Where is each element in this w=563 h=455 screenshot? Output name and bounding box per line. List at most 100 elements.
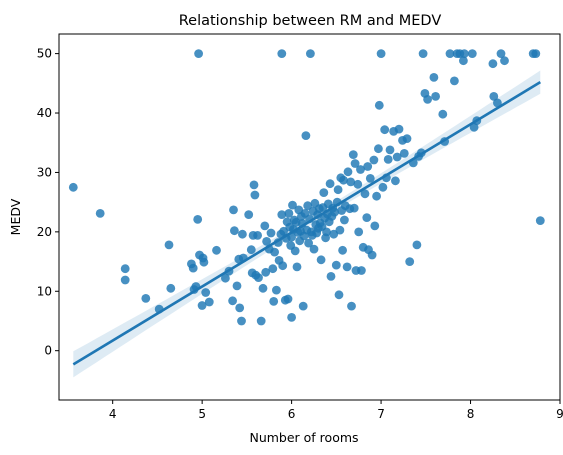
data-point [309,244,319,254]
x-tick-label: 9 [556,407,563,421]
data-point [353,179,363,189]
data-point [230,226,239,236]
data-point [141,294,151,303]
data-point [500,56,509,66]
x-axis: 4 5 6 7 8 9 [109,400,563,421]
x-tick-label: 6 [288,407,296,421]
data-point [347,301,356,311]
data-point [249,180,259,190]
data-point [325,179,335,189]
data-point [378,182,388,192]
data-point [95,209,105,218]
x-axis-label: Number of rooms [249,430,358,445]
y-axis: 0 10 20 30 40 50 [37,47,59,358]
y-axis-label: MEDV [8,198,23,235]
data-point [319,188,329,198]
data-point [326,272,336,281]
data-point [278,261,288,271]
data-point [343,167,353,177]
data-point [288,200,297,210]
data-point [531,49,541,58]
y-tick-label: 50 [37,47,52,61]
data-point [279,226,288,236]
data-point [350,159,360,168]
data-point [304,238,313,248]
data-point [250,190,260,200]
data-point [374,144,383,154]
data-point [335,225,345,235]
data-point [232,281,242,291]
data-point [380,125,390,135]
data-point [221,273,230,283]
data-point [270,247,279,257]
data-point [229,205,238,215]
data-point [277,210,287,220]
data-point [322,227,331,237]
data-point [235,303,245,313]
data-point [399,149,409,158]
data-point [346,177,356,187]
data-point [164,240,174,250]
data-point [362,213,372,223]
data-point [333,185,343,195]
data-point [385,145,395,155]
data-point [459,49,469,58]
data-point [238,229,247,239]
data-point [120,275,130,285]
data-point [284,209,294,218]
data-point [237,316,246,326]
data-point [261,267,271,277]
data-point [262,237,271,246]
data-point [253,231,262,240]
data-point [392,152,402,162]
data-point [197,301,207,310]
data-point [374,100,384,110]
data-point [301,131,311,141]
data-point [429,73,439,82]
data-point [402,134,412,144]
data-point [283,294,293,304]
data-point [365,174,375,183]
chart-title: Relationship between RM and MEDV [179,13,442,29]
data-point [256,316,266,326]
data-point [405,257,415,266]
data-point [412,240,422,250]
data-point [290,246,300,256]
data-point [120,264,130,274]
x-tick-label: 5 [198,407,206,421]
data-point [376,49,386,58]
data-point [298,301,308,311]
data-point [370,221,380,231]
x-tick-label: 4 [109,407,117,421]
data-point [489,92,499,101]
data-point [258,283,268,293]
data-point [193,215,203,224]
data-point [244,210,254,220]
data-point [423,95,432,104]
y-tick-label: 30 [37,165,52,179]
data-point [316,255,326,265]
data-point [287,313,296,322]
data-point [445,49,455,58]
data-point [329,229,339,239]
data-point [493,98,502,108]
data-point [391,176,400,186]
data-point [204,297,214,307]
data-point [330,207,339,217]
regression-line [72,81,541,366]
data-point [199,257,209,267]
y-tick-label: 0 [44,344,52,358]
data-point [339,175,348,185]
data-point [334,290,344,300]
data-point [268,264,278,274]
data-point [349,203,359,213]
data-point [340,215,349,225]
data-point [348,150,358,160]
data-point [450,76,459,86]
y-tick-label: 20 [37,225,52,239]
data-point [306,49,315,58]
data-point [372,191,381,201]
data-point [367,250,377,260]
data-point [266,228,276,238]
